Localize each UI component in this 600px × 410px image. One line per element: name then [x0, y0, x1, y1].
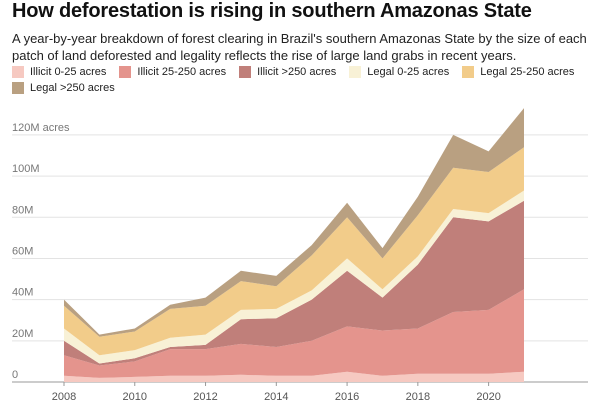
- legend-label: Illicit 25-250 acres: [137, 66, 227, 78]
- y-tick-label: 80M: [12, 204, 33, 216]
- legend-item: Illicit 0-25 acres: [12, 66, 106, 78]
- legend-item: Illicit >250 acres: [239, 66, 336, 78]
- legend-item: Illicit 25-250 acres: [119, 66, 226, 78]
- x-tick-label: 2020: [476, 391, 500, 403]
- chart-legend: Illicit 0-25 acres Illicit 25-250 acres Il…: [12, 66, 597, 98]
- legend-label: Legal 25-250 acres: [480, 66, 575, 78]
- legend-label: Illicit 0-25 acres: [30, 66, 107, 78]
- area-series: [64, 200, 524, 366]
- y-tick-label: 100M: [12, 163, 40, 175]
- legend-label: Illicit >250 acres: [257, 66, 337, 78]
- y-tick-label: 40M: [12, 287, 33, 299]
- x-tick-label: 2014: [264, 391, 288, 403]
- chart-title: How deforestation is rising in southern …: [12, 0, 532, 22]
- legend-swatch: [12, 82, 24, 94]
- legend-swatch: [462, 66, 475, 78]
- chart-subtitle: A year-by-year breakdown of forest clear…: [12, 31, 587, 63]
- legend-label: Legal >250 acres: [30, 82, 115, 94]
- x-tick-label: 2012: [193, 391, 217, 403]
- legend-item: Legal 0-25 acres: [349, 66, 449, 78]
- x-tick-label: 2010: [123, 391, 147, 403]
- y-tick-label: 0: [12, 369, 18, 381]
- x-tick-label: 2016: [335, 391, 359, 403]
- y-tick-label: 20M: [12, 328, 33, 340]
- legend-item: Legal >250 acres: [12, 82, 115, 94]
- legend-item: Legal 25-250 acres: [462, 66, 574, 78]
- legend-swatch: [239, 66, 252, 78]
- area-series: [64, 289, 524, 378]
- y-tick-label: 120M acres: [12, 122, 70, 134]
- x-tick-label: 2008: [52, 391, 76, 403]
- legend-swatch: [349, 66, 362, 78]
- legend-swatch: [12, 66, 24, 78]
- y-tick-label: 60M: [12, 245, 33, 257]
- legend-label: Legal 0-25 acres: [367, 66, 450, 78]
- area-series: [64, 371, 524, 382]
- legend-swatch: [119, 66, 132, 78]
- x-tick-label: 2018: [406, 391, 430, 403]
